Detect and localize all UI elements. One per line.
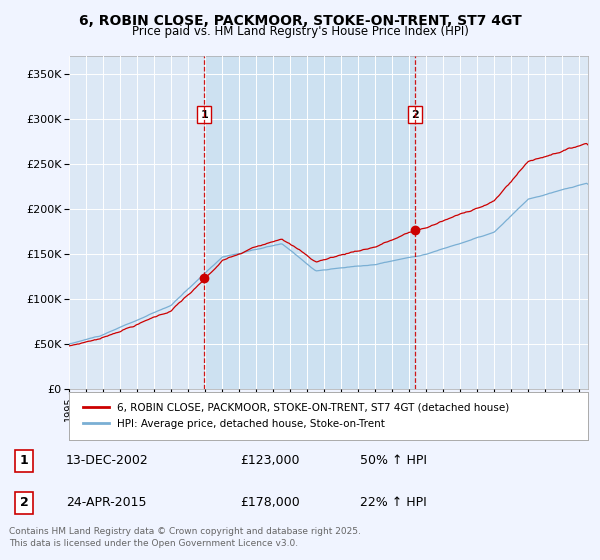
Bar: [204, 56, 415, 389]
Legend: 6, ROBIN CLOSE, PACKMOOR, STOKE-ON-TRENT, ST7 4GT (detached house), HPI: Average: 6, ROBIN CLOSE, PACKMOOR, STOKE-ON-TRENT…: [79, 399, 512, 432]
Text: Price paid vs. HM Land Registry's House Price Index (HPI): Price paid vs. HM Land Registry's House …: [131, 25, 469, 38]
Text: 2: 2: [411, 110, 418, 119]
Text: 6, ROBIN CLOSE, PACKMOOR, STOKE-ON-TRENT, ST7 4GT: 6, ROBIN CLOSE, PACKMOOR, STOKE-ON-TRENT…: [79, 14, 521, 28]
Text: 22% ↑ HPI: 22% ↑ HPI: [360, 496, 427, 510]
Text: 13-DEC-2002: 13-DEC-2002: [66, 454, 149, 468]
Text: £123,000: £123,000: [240, 454, 299, 468]
Text: 50% ↑ HPI: 50% ↑ HPI: [360, 454, 427, 468]
Text: 1: 1: [200, 110, 208, 119]
Text: Contains HM Land Registry data © Crown copyright and database right 2025.
This d: Contains HM Land Registry data © Crown c…: [9, 526, 361, 548]
Text: £178,000: £178,000: [240, 496, 300, 510]
Text: 2: 2: [20, 496, 28, 510]
Text: 1: 1: [20, 454, 28, 468]
Text: 24-APR-2015: 24-APR-2015: [66, 496, 146, 510]
